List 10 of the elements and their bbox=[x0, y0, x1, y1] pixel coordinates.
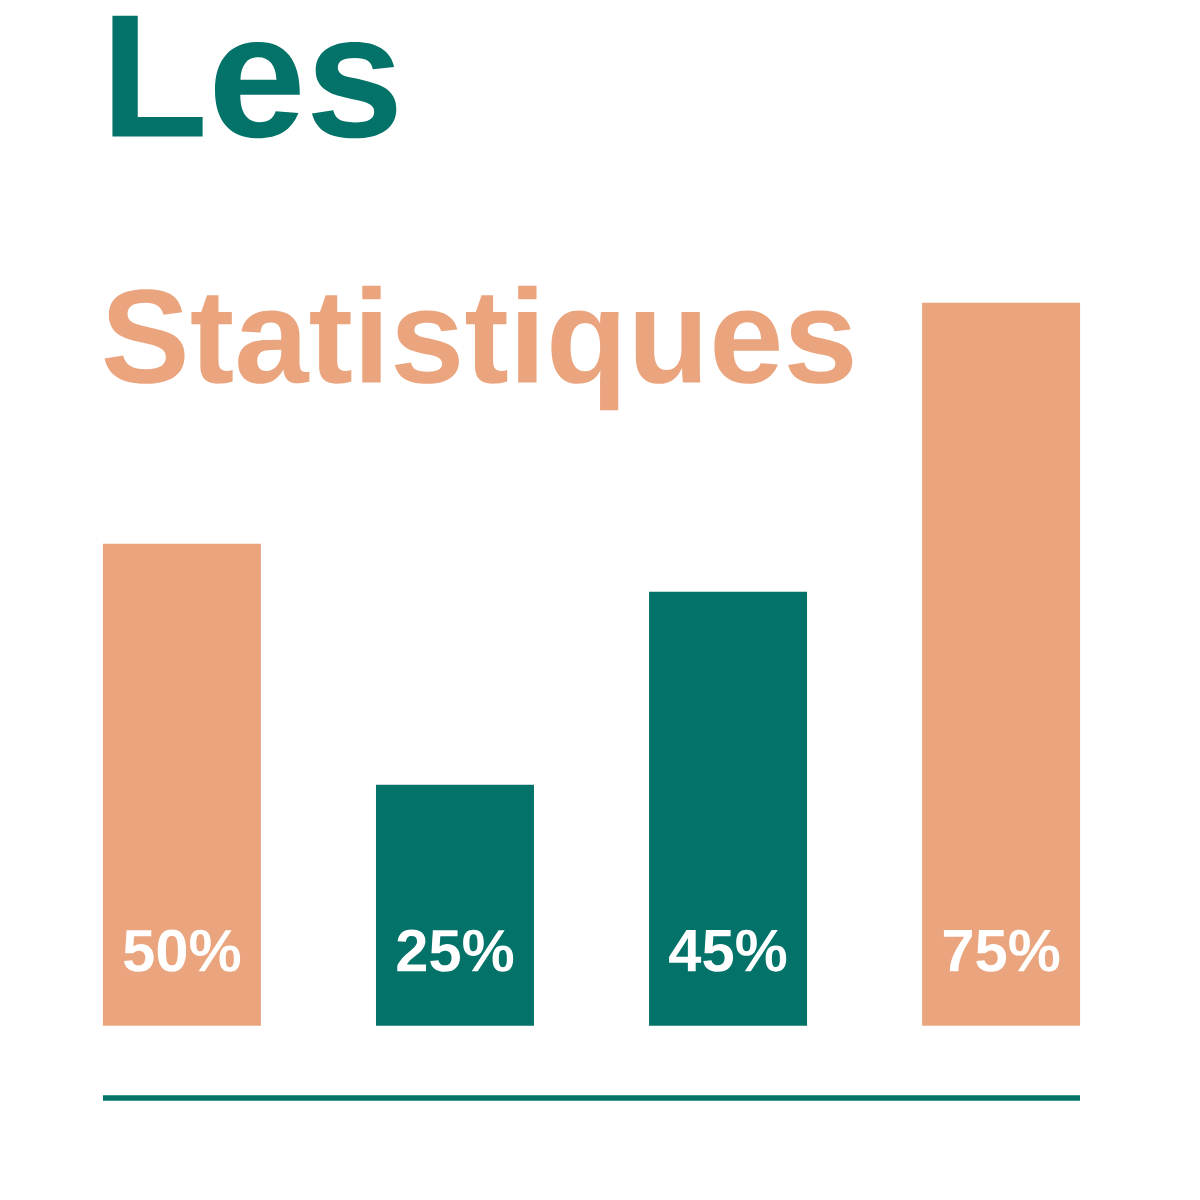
data-label: 50% bbox=[123, 929, 241, 972]
data-label: 45% bbox=[669, 929, 787, 972]
bar bbox=[102, 543, 261, 1026]
data-label: 25% bbox=[397, 929, 514, 972]
bar bbox=[649, 591, 808, 1026]
bar bbox=[922, 302, 1081, 1026]
chart-title: Les bbox=[112, 15, 397, 139]
bar bbox=[375, 784, 534, 1026]
data-label: 75% bbox=[943, 929, 1060, 972]
chart-subtitle: Statistiques bbox=[104, 285, 853, 411]
